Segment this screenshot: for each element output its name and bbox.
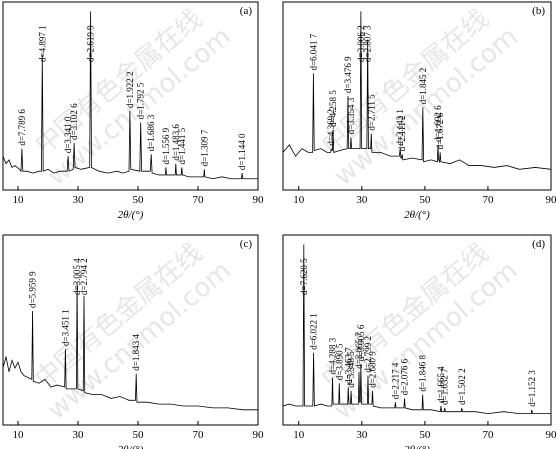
- x-tick-label: 10: [13, 194, 25, 206]
- peak-annotation: d=3.463 7: [343, 347, 353, 384]
- peak-annotation: d=6.041 7: [308, 33, 318, 70]
- peak-annotation: d=2.711 5: [366, 94, 376, 131]
- peak-annotation: d=1.556 9: [161, 127, 171, 164]
- x-tick-label: 50: [419, 429, 431, 441]
- x-tick-label: 70: [193, 194, 205, 206]
- plot-frame: [2, 234, 259, 426]
- pattern-line: [2, 11, 258, 180]
- peak-annotation: d=1.845 2: [418, 68, 428, 105]
- peak-annotation: d=1.843 4: [131, 334, 141, 371]
- peak-annotation: d=1.441 5: [177, 127, 187, 164]
- peak-annotation: d=1.792 5: [136, 82, 146, 119]
- peak-annotation: d=1.665 4: [436, 366, 446, 403]
- peak-annotation: d=2.680 9: [368, 351, 378, 388]
- peak-annotation: d=3.065 7: [354, 332, 364, 369]
- x-tick-label: 10: [293, 429, 305, 441]
- peak-annotation: d=2.794 2: [79, 258, 89, 295]
- panel-label: (d): [532, 238, 545, 250]
- panel-label: (c): [240, 238, 253, 250]
- peak-annotation: d=1.672 6: [435, 112, 445, 149]
- peak-annotation: d=2.142 1: [395, 109, 405, 146]
- x-axis-label: 2θ/(°): [118, 209, 144, 221]
- plot-frame: [282, 234, 552, 426]
- x-tick-label: 10: [13, 429, 25, 441]
- x-tick-label: 90: [546, 429, 556, 441]
- x-tick-label: 30: [356, 194, 368, 206]
- peak-annotation: d=3.890 5: [334, 343, 344, 380]
- x-tick-label: 70: [193, 429, 205, 441]
- peak-annotation: d=2.111 2: [397, 115, 407, 151]
- x-tick-label: 30: [73, 429, 85, 441]
- peak-annotation: d=3.348 5: [346, 351, 356, 388]
- x-tick-label: 50: [133, 194, 145, 206]
- x-tick-label: 50: [419, 194, 431, 206]
- x-axis-label: 2θ/(°): [118, 444, 144, 449]
- x-tick-label: 30: [356, 429, 368, 441]
- peak-annotation: d=4.369 2: [326, 109, 336, 146]
- peak-annotation: d=3.102 6: [69, 103, 79, 140]
- peak-annotation: d=1.686 3: [146, 114, 156, 151]
- peak-annotation: d=4.288 3: [328, 337, 338, 374]
- peak-annotation: d=4.897 1: [37, 25, 47, 62]
- x-tick-label: 70: [482, 429, 494, 441]
- peak-annotation: d=4.258 5: [328, 90, 338, 127]
- peak-annotation: d=3.476 9: [343, 56, 353, 93]
- x-tick-label: 90: [253, 429, 265, 441]
- panel-label: (b): [532, 5, 545, 17]
- plot-frame: [282, 1, 552, 191]
- peak-annotation: d=1.152 3: [527, 370, 537, 407]
- peak-annotation: d=2.217 4: [390, 362, 400, 399]
- peak-annotation: d=3.354 3: [346, 97, 356, 134]
- peak-annotation: d=1.502 2: [457, 368, 467, 405]
- panel-label: (a): [240, 5, 253, 17]
- peak-annotation: d=1.692 6: [433, 105, 443, 142]
- peak-annotation: d=1.309 7: [199, 129, 209, 166]
- peak-annotation: d=3.005 6: [356, 324, 366, 361]
- peak-annotation: d=1.846 8: [418, 355, 428, 392]
- peak-annotation: d=3.005 4: [72, 258, 82, 295]
- peak-annotation: d=2.619 9: [86, 25, 96, 62]
- x-tick-label: 90: [253, 194, 265, 206]
- peak-annotation: d=6.022 1: [309, 313, 319, 350]
- peak-annotation: d=2.076 6: [400, 358, 410, 395]
- peak-annotation: d=1.632 7: [440, 368, 450, 405]
- peak-annotation: d=1.922 2: [125, 71, 135, 108]
- peak-annotation: d=3.451 1: [60, 309, 70, 346]
- x-tick-label: 50: [133, 429, 145, 441]
- x-tick-label: 10: [293, 194, 305, 206]
- peak-annotation: d=7.789 6: [17, 109, 27, 146]
- x-tick-label: 70: [482, 194, 494, 206]
- pattern-line: [282, 244, 551, 415]
- peak-annotation: d=3.006 2: [356, 25, 366, 62]
- peak-annotation: d=7.620 5: [299, 258, 309, 295]
- plot-frame: [2, 1, 259, 191]
- peak-annotation: d=5.959 9: [28, 271, 38, 308]
- peak-annotation: d=1.144 0: [237, 133, 247, 170]
- pattern-line: [282, 11, 552, 170]
- x-axis-label: 2θ/(°): [404, 444, 430, 449]
- peak-annotation: d=3.341 0: [63, 116, 73, 153]
- x-tick-label: 30: [73, 194, 85, 206]
- pattern-line: [2, 282, 258, 411]
- x-tick-label: 90: [546, 194, 556, 206]
- peak-annotation: d=1.483 6: [171, 124, 181, 161]
- x-axis-label: 2θ/(°): [404, 209, 430, 221]
- peak-annotation: d=2.799 2: [363, 336, 373, 373]
- peak-annotation: d=2.807 3: [363, 25, 373, 62]
